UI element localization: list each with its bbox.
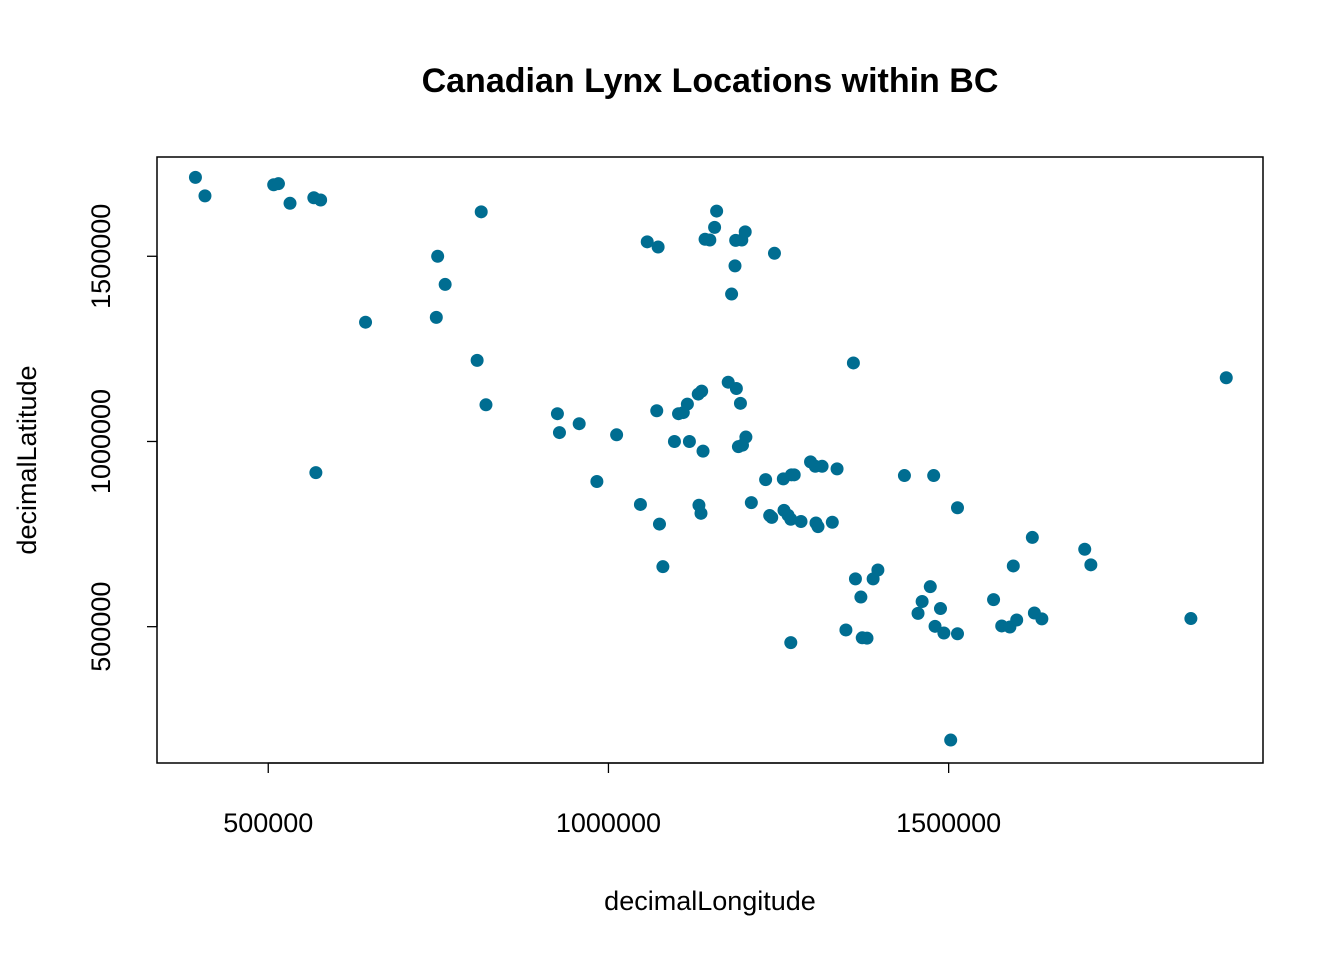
data-point [765, 510, 779, 524]
data-point [633, 497, 647, 511]
data-point [897, 469, 911, 483]
y-axis: 500000 1000000 1500000 [86, 204, 158, 672]
data-point [784, 636, 798, 650]
data-point [784, 512, 798, 526]
x-axis-label: decimalLongitude [604, 886, 816, 916]
y-tick-label: 1000000 [86, 389, 116, 494]
data-point [651, 240, 665, 254]
data-point [283, 196, 297, 210]
data-point [438, 277, 452, 291]
data-point [815, 459, 829, 473]
data-point [923, 580, 937, 594]
data-point [1219, 371, 1233, 385]
data-point [1010, 613, 1024, 627]
x-tick-label: 500000 [223, 808, 313, 838]
data-point [871, 563, 885, 577]
plot-frame [156, 156, 1264, 764]
data-point [572, 417, 586, 431]
y-tick-label: 500000 [86, 582, 116, 672]
data-point [309, 466, 323, 480]
data-point [950, 627, 964, 641]
data-point [933, 602, 947, 616]
data-point [696, 444, 710, 458]
data-point [728, 259, 742, 273]
data-point [794, 514, 808, 528]
data-point [848, 572, 862, 586]
data-point [431, 249, 445, 263]
data-point [695, 384, 709, 398]
data-point [429, 310, 443, 324]
data-point [1078, 542, 1092, 556]
data-point [682, 434, 696, 448]
data-point [610, 428, 624, 442]
data-point [811, 520, 825, 534]
data-point [825, 515, 839, 529]
data-point [987, 593, 1001, 607]
data-point [271, 177, 285, 191]
y-tick-label: 1500000 [86, 204, 116, 309]
data-point [787, 468, 801, 482]
data-point [198, 189, 212, 203]
data-point [950, 501, 964, 515]
data-point [915, 594, 929, 608]
data-point [854, 590, 868, 604]
y-axis-label: decimalLatitude [12, 365, 42, 554]
data-point [552, 426, 566, 440]
data-point [944, 733, 958, 747]
data-point [830, 462, 844, 476]
data-point [767, 246, 781, 260]
x-tick-label: 1000000 [556, 808, 661, 838]
data-point [359, 315, 373, 329]
data-point [725, 287, 739, 301]
data-point [759, 473, 773, 487]
data-point [694, 506, 708, 520]
data-point [667, 434, 681, 448]
data-point [1025, 530, 1039, 544]
data-point [188, 170, 202, 184]
data-point [738, 225, 752, 239]
data-point [710, 204, 724, 218]
data-point [474, 205, 488, 219]
data-point [680, 397, 694, 411]
data-point [1184, 612, 1198, 626]
data-point [739, 430, 753, 444]
data-point [656, 560, 670, 574]
data-point [470, 353, 484, 367]
data-points [188, 170, 1233, 747]
data-point [927, 469, 941, 483]
data-point [744, 496, 758, 510]
x-tick-label: 1500000 [896, 808, 1001, 838]
data-point [846, 356, 860, 370]
data-point [550, 407, 564, 421]
data-point [1006, 559, 1020, 573]
data-point [479, 398, 493, 412]
data-point [1035, 612, 1049, 626]
data-point [650, 404, 664, 418]
data-point [860, 631, 874, 645]
data-point [1084, 558, 1098, 572]
data-point [733, 396, 747, 410]
data-point [839, 623, 853, 637]
x-axis: 500000 1000000 1500000 [223, 762, 1001, 838]
data-point [708, 220, 722, 234]
data-point [729, 382, 743, 396]
data-point [314, 193, 328, 207]
data-point [590, 474, 604, 488]
data-point [928, 619, 942, 633]
data-point [640, 235, 654, 249]
data-point [652, 517, 666, 531]
data-point [911, 606, 925, 620]
data-point [937, 626, 951, 640]
data-point [703, 233, 717, 247]
chart-title: Canadian Lynx Locations within BC [422, 62, 999, 100]
